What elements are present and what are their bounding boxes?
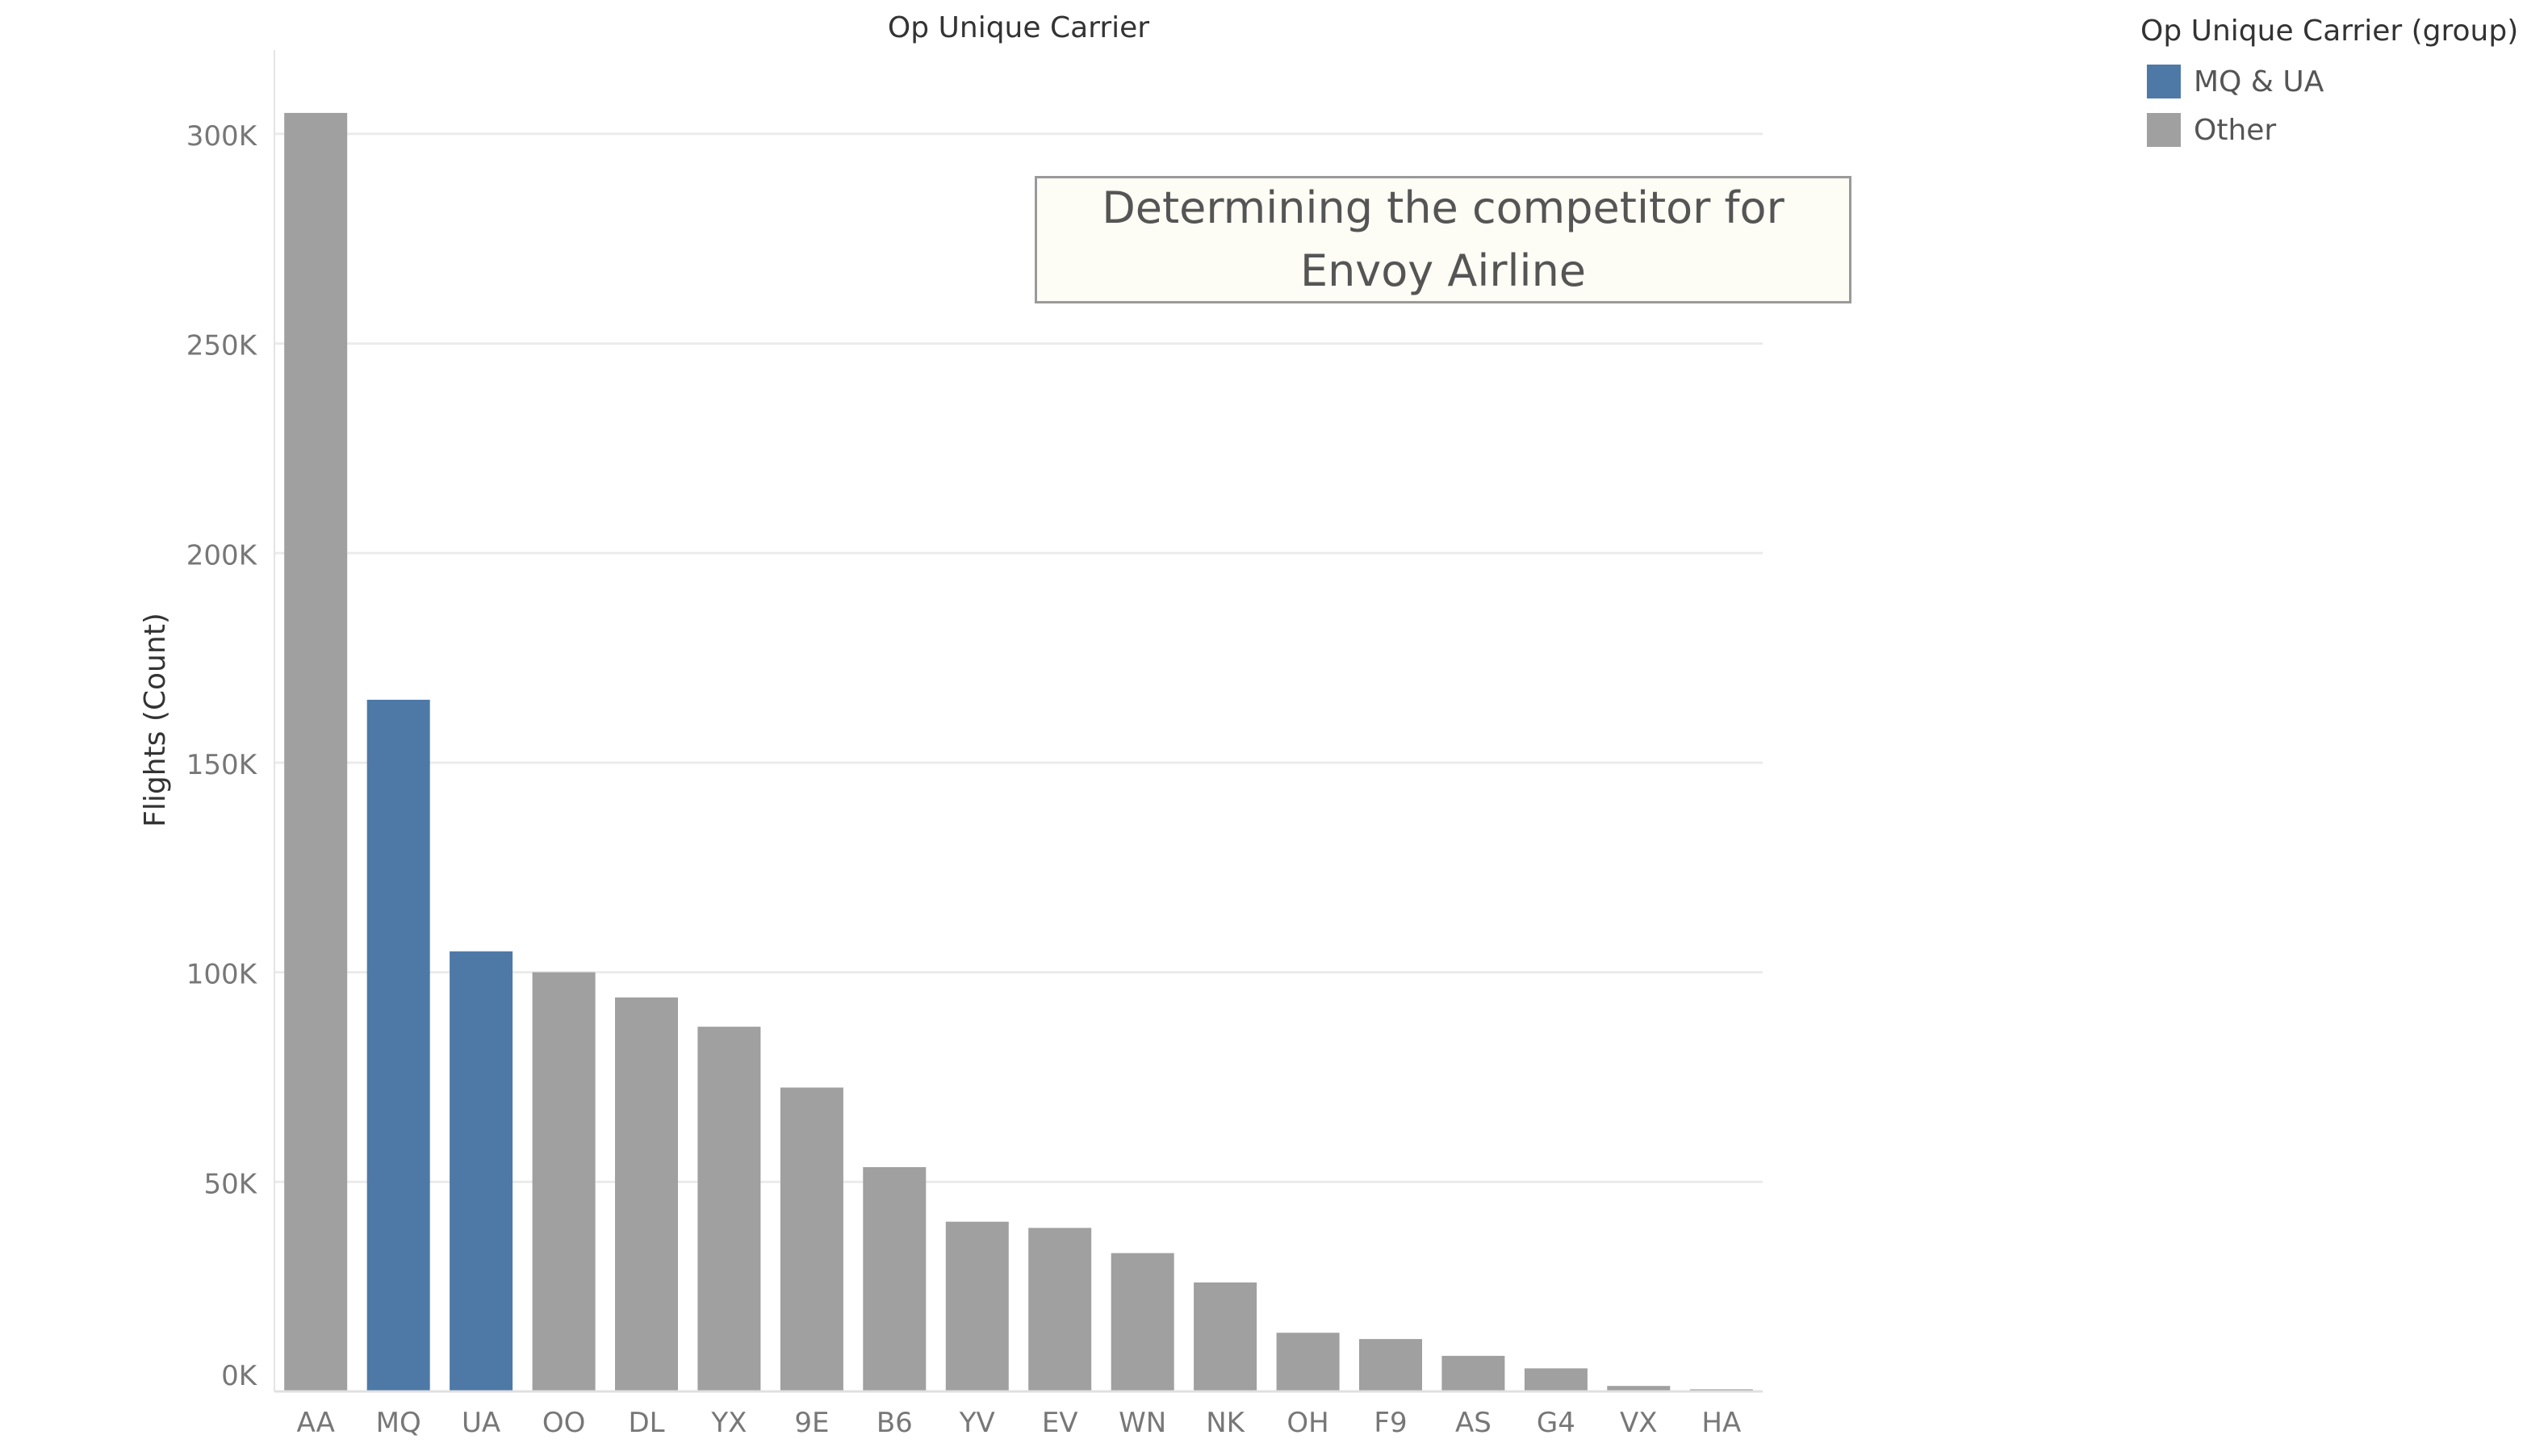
bar-ev[interactable] xyxy=(1028,1228,1092,1391)
legend-label-mq-ua: MQ & UA xyxy=(2194,65,2324,98)
axes: 0K 50K 100K 150K 200K 250K 300K AA MQ UA OO DL YX 9E B… xyxy=(186,50,1763,1439)
x-tick-label-ua: UA xyxy=(462,1407,500,1439)
bar-9e[interactable] xyxy=(780,1087,843,1392)
annotation-box: Determining the competitor for Envoy Air… xyxy=(1035,176,1851,303)
bar-dl[interactable] xyxy=(615,997,678,1391)
legend-label-other: Other xyxy=(2194,113,2277,147)
y-tick-label: 150K xyxy=(186,749,258,781)
y-tick-label: 300K xyxy=(186,120,258,153)
x-tick-label-aa: AA xyxy=(296,1407,334,1439)
bars xyxy=(284,112,1753,1392)
bar-wn[interactable] xyxy=(1111,1253,1174,1391)
bar-mq[interactable] xyxy=(366,700,430,1391)
x-tick-label-wn: WN xyxy=(1119,1407,1166,1439)
bar-aa[interactable] xyxy=(284,112,348,1391)
y-tick-label: 50K xyxy=(203,1168,257,1200)
x-tick-label-mq: MQ xyxy=(376,1407,421,1439)
x-tick-label-9e: 9E xyxy=(794,1407,829,1439)
x-tick-label-f9: F9 xyxy=(1374,1407,1407,1439)
bar-as[interactable] xyxy=(1441,1355,1505,1391)
y-tick-label: 250K xyxy=(186,330,258,362)
x-tick-label-dl: DL xyxy=(628,1407,664,1439)
annotation-line-2: Envoy Airline xyxy=(1299,245,1587,296)
y-tick-label: 0K xyxy=(221,1360,258,1392)
y-axis-title: Flights (Count) xyxy=(139,613,172,827)
legend-item-mq-ua[interactable]: MQ & UA xyxy=(2140,57,2520,106)
bar-f9[interactable] xyxy=(1359,1339,1422,1391)
x-tick-label-ha: HA xyxy=(1701,1407,1741,1439)
gridlines xyxy=(274,132,1763,1183)
legend-item-other[interactable]: Other xyxy=(2140,106,2520,154)
y-tick-label: 200K xyxy=(186,539,258,571)
bar-b6[interactable] xyxy=(863,1167,927,1391)
x-tick-label-vx: VX xyxy=(1620,1407,1658,1439)
bar-g4[interactable] xyxy=(1524,1368,1588,1391)
x-tick-label-yx: YX xyxy=(710,1407,747,1439)
legend-swatch-other xyxy=(2147,113,2181,147)
x-tick-label-as: AS xyxy=(1455,1407,1492,1439)
legend-swatch-mq-ua xyxy=(2147,65,2181,98)
x-tick-label-oo: OO xyxy=(542,1407,586,1439)
x-tick-label-g4: G4 xyxy=(1537,1407,1575,1439)
chart-title: Op Unique Carrier xyxy=(888,11,1149,44)
x-tick-label-nk: NK xyxy=(1206,1407,1245,1439)
x-tick-label-yv: YV xyxy=(959,1407,995,1439)
legend: Op Unique Carrier (group) MQ & UA Other xyxy=(2140,15,2520,154)
x-tick-label-b6: B6 xyxy=(877,1407,913,1439)
y-tick-label: 100K xyxy=(186,959,258,991)
bar-nk[interactable] xyxy=(1194,1282,1257,1391)
bar-oo[interactable] xyxy=(532,972,596,1391)
annotation-text: Determining the competitor for Envoy Air… xyxy=(1102,177,1784,303)
legend-title: Op Unique Carrier (group) xyxy=(2140,15,2519,48)
bar-oh[interactable] xyxy=(1276,1333,1340,1391)
bar-yx[interactable] xyxy=(697,1027,761,1391)
x-tick-label-oh: OH xyxy=(1287,1407,1328,1439)
annotation-line-1: Determining the competitor for xyxy=(1102,182,1784,233)
x-tick-label-ev: EV xyxy=(1042,1407,1078,1439)
bar-ua[interactable] xyxy=(450,951,513,1391)
bar-yv[interactable] xyxy=(945,1221,1009,1391)
bar-vx[interactable] xyxy=(1607,1386,1671,1391)
